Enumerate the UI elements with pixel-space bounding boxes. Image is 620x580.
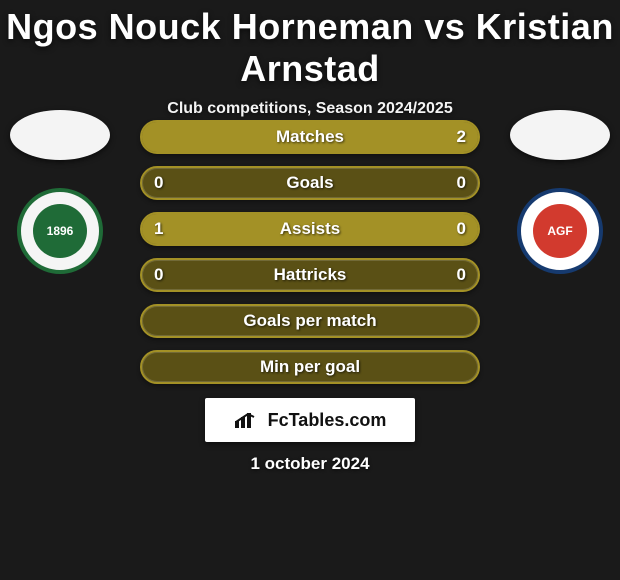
stat-value-left: 0 — [154, 265, 163, 285]
page-title: Ngos Nouck Horneman vs Kristian Arnstad — [0, 0, 620, 90]
stat-value-right: 2 — [457, 127, 466, 147]
player-left-avatar — [10, 110, 110, 160]
stat-bar: Min per goal — [140, 350, 480, 384]
fctables-logo-icon — [234, 411, 260, 429]
player-right-column: AGF — [510, 110, 610, 274]
player-left-column: 1896 — [10, 110, 110, 274]
stat-value-right: 0 — [457, 219, 466, 239]
player-left-club-crest: 1896 — [17, 188, 103, 274]
stat-bar: Matches 2 — [140, 120, 480, 154]
footer-date: 1 october 2024 — [0, 454, 620, 474]
stat-bar: Goals per match — [140, 304, 480, 338]
player-left-club-crest-inner: 1896 — [33, 204, 87, 258]
stat-bar: 1 Assists 0 — [140, 212, 480, 246]
fctables-badge-text: FcTables.com — [268, 410, 387, 431]
comparison-infographic: Ngos Nouck Horneman vs Kristian Arnstad … — [0, 0, 620, 580]
stat-label: Assists — [280, 219, 340, 239]
stat-label: Min per goal — [260, 357, 360, 377]
stat-bar: 0 Goals 0 — [140, 166, 480, 200]
stat-label: Goals per match — [243, 311, 376, 331]
fctables-badge: FcTables.com — [205, 398, 415, 442]
stat-label: Goals — [286, 173, 333, 193]
stat-value-left: 1 — [154, 219, 163, 239]
stats-bars: Matches 2 0 Goals 0 1 Assists 0 0 Hattricks 0 Goals… — [140, 120, 480, 384]
stat-value-right: 0 — [457, 265, 466, 285]
stat-label: Hattricks — [274, 265, 347, 285]
stat-value-right: 0 — [457, 173, 466, 193]
player-right-club-crest: AGF — [517, 188, 603, 274]
stat-label: Matches — [276, 127, 344, 147]
player-right-club-crest-inner: AGF — [533, 204, 587, 258]
stat-value-left: 0 — [154, 173, 163, 193]
player-right-avatar — [510, 110, 610, 160]
stat-bar: 0 Hattricks 0 — [140, 258, 480, 292]
